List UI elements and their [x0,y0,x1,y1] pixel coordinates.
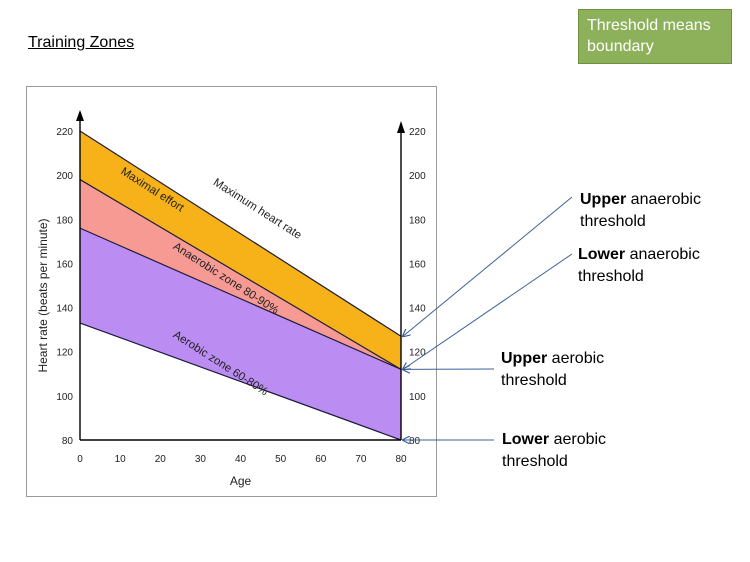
boundary-line-2 [79,227,402,370]
threshold-note-box: Threshold means boundary [578,9,732,64]
boundary-line-1 [79,179,402,370]
callout-text: threshold [501,372,567,389]
y-tick-label: 100 [56,392,73,403]
callout-upper-aerobic: Upper aerobic threshold [501,348,604,392]
slide-title: Training Zones [28,34,135,51]
callout-text: threshold [502,453,568,470]
callout-lower-anaerobic: Lower anaerobic threshold [578,244,700,288]
y-tick-label: 120 [56,348,73,359]
x-axis-label: Age [230,474,252,488]
x-tick-label: 70 [355,454,367,465]
y-tick-label: 80 [62,436,74,447]
x-tick-label: 80 [395,454,407,465]
left-axis-arrow-icon [76,110,84,121]
right-y-tick-label: 200 [409,171,426,182]
y-axis-label: Heart rate (beats per minute) [36,218,50,372]
callout-bold: Lower [502,431,550,448]
y-tick-label: 160 [56,259,73,270]
callout-bold: Lower [578,246,626,263]
callout-upper-anaerobic: Upper anaerobic threshold [580,189,701,233]
zone-band-0 [80,131,401,370]
callout-arrow [403,196,573,336]
callout-bold: Upper [501,350,548,367]
callout-text: threshold [580,213,646,230]
y-tick-label: 220 [56,127,73,138]
callout-text: threshold [578,268,644,285]
callout-lower-aerobic: Lower aerobic threshold [502,429,606,473]
callout-bold: Upper [580,191,627,208]
x-tick-label: 40 [235,454,247,465]
x-tick-label: 0 [77,454,83,465]
right-y-tick-label: 180 [409,215,426,226]
callout-text: anaerobic [625,246,700,263]
right-y-tick-label: 100 [409,392,426,403]
callout-text: aerobic [547,350,605,367]
boundary-line-3 [79,322,402,441]
boundary-line-0 [79,130,402,337]
x-tick-label: 30 [195,454,207,465]
x-tick-label: 50 [275,454,287,465]
callout-arrow [403,253,573,369]
y-tick-label: 200 [56,171,73,182]
x-tick-label: 60 [315,454,327,465]
right-y-tick-label: 220 [409,127,426,138]
x-tick-label: 10 [115,454,127,465]
right-axis-arrow-icon [397,121,405,133]
x-tick-label: 20 [155,454,167,465]
y-tick-label: 180 [56,215,73,226]
right-y-tick-label: 160 [409,259,426,270]
right-y-tick-label: 140 [409,304,426,315]
y-tick-label: 140 [56,304,73,315]
callout-text: aerobic [549,431,607,448]
callout-text: anaerobic [626,191,701,208]
right-y-tick-label: 80 [409,436,421,447]
right-y-tick-label: 120 [409,348,426,359]
zone-band-2 [80,228,401,440]
